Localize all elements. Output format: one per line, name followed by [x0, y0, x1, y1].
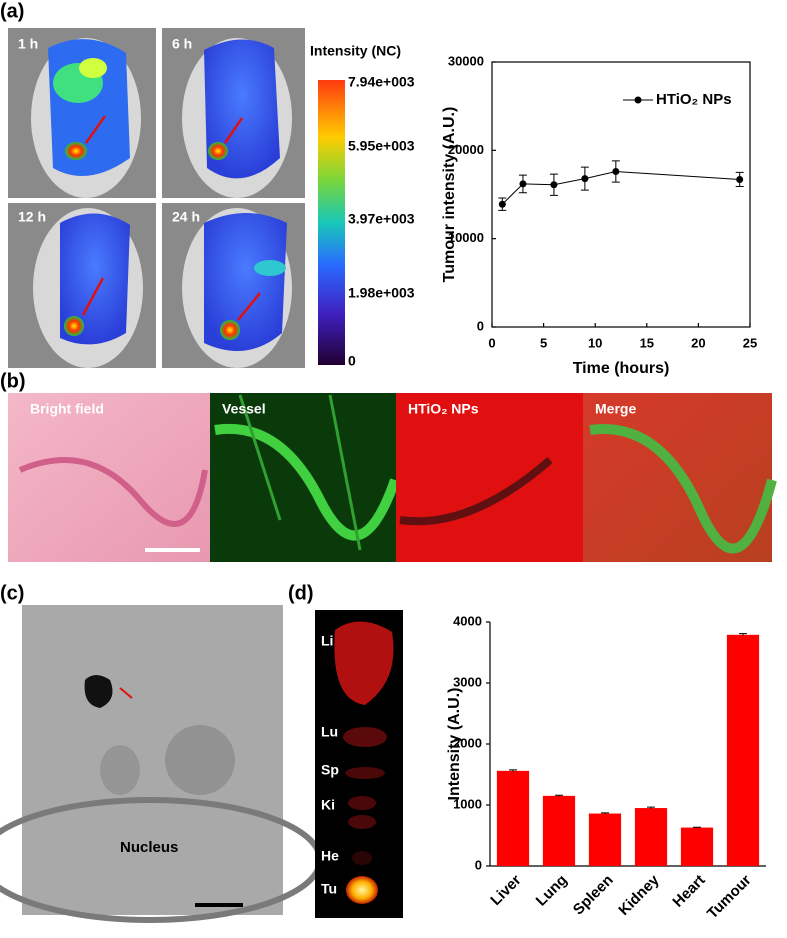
x-tick-label: 10	[588, 335, 602, 350]
y-tick-label: 1000	[453, 796, 482, 811]
x-tick-label: 5	[540, 335, 547, 350]
x-tick-label: 15	[640, 335, 654, 350]
y-tick-label: 10000	[448, 230, 484, 245]
time-label: 1 h	[18, 36, 38, 52]
data-point	[498, 200, 506, 208]
y-axis-label: Intensity (A.U.)	[446, 688, 463, 801]
y-tick-label: 4000	[453, 613, 482, 628]
x-tick-label: 25	[743, 335, 757, 350]
error-bar	[693, 826, 701, 828]
legend-label: HTiO₂ NPs	[656, 91, 732, 108]
data-point	[736, 175, 744, 183]
plot-frame	[491, 61, 751, 328]
colorbar-label: 1.98e+003	[348, 285, 415, 301]
error-bar	[555, 794, 563, 797]
y-tick-label: 0	[477, 318, 484, 333]
x-tick-label: Lung	[533, 872, 571, 910]
bar	[726, 634, 760, 866]
x-tick-label: Liver	[487, 872, 524, 909]
tem-image	[0, 605, 323, 923]
panel-label: (c)	[0, 582, 24, 604]
error-bar	[647, 806, 655, 809]
colorbar-label: 7.94e+003	[348, 74, 415, 90]
organ-label: Li	[321, 633, 333, 649]
x-tick-label: Tumour	[704, 872, 755, 923]
vessel-images	[8, 393, 777, 562]
colorbar-label: 5.95e+003	[348, 138, 415, 154]
data-line	[501, 171, 740, 205]
bar	[680, 827, 714, 866]
y-tick-label: 2000	[453, 735, 482, 750]
x-tick-label: 20	[691, 335, 705, 350]
error-bar	[739, 633, 747, 637]
bar	[588, 813, 622, 866]
x-tick-label: 0	[488, 335, 495, 350]
error-bar	[509, 769, 517, 772]
data-point	[612, 168, 620, 176]
image-label: Bright field	[30, 401, 104, 417]
image-label: HTiO₂ NPs	[408, 401, 479, 417]
y-tick-label: 3000	[453, 674, 482, 689]
y-tick-label: 30000	[448, 53, 484, 68]
time-label: 24 h	[172, 209, 200, 225]
bar	[496, 770, 530, 866]
bar	[542, 795, 576, 866]
x-tick-label: Kidney	[615, 871, 663, 919]
legend-marker	[634, 96, 642, 104]
time-label: 12 h	[18, 209, 46, 225]
data-point	[581, 175, 589, 183]
organ-label: He	[321, 848, 339, 864]
time-label: 6 h	[172, 36, 192, 52]
image-label: Vessel	[222, 401, 266, 417]
bar	[634, 808, 668, 866]
colorbar-title: Intensity (NC)	[310, 43, 401, 59]
y-tick-label: 0	[475, 857, 482, 872]
mouse-images	[8, 28, 345, 368]
x-tick-label: Heart	[669, 872, 708, 911]
panel-label: (b)	[0, 370, 26, 392]
colorbar	[318, 80, 345, 365]
panel-label: (d)	[288, 582, 314, 604]
panel-label: (a)	[0, 0, 24, 22]
x-tick-label: Spleen	[570, 872, 617, 919]
y-tick-label: 20000	[448, 142, 484, 157]
data-point	[519, 180, 527, 188]
organ-label: Sp	[321, 762, 339, 778]
colorbar-label: 0	[348, 353, 356, 369]
organ-label: Ki	[321, 797, 335, 813]
data-point	[550, 181, 558, 189]
x-axis-label: Time (hours)	[573, 360, 670, 377]
organ-label: Lu	[321, 724, 338, 740]
y-axis-label: Tumour intensity (A.U.)	[441, 107, 458, 283]
organ-label: Tu	[321, 881, 337, 897]
tem-label: Nucleus	[120, 839, 178, 856]
colorbar-label: 3.97e+003	[348, 211, 415, 227]
image-label: Merge	[595, 401, 636, 417]
organ-image	[315, 610, 403, 918]
error-bar	[601, 812, 609, 815]
